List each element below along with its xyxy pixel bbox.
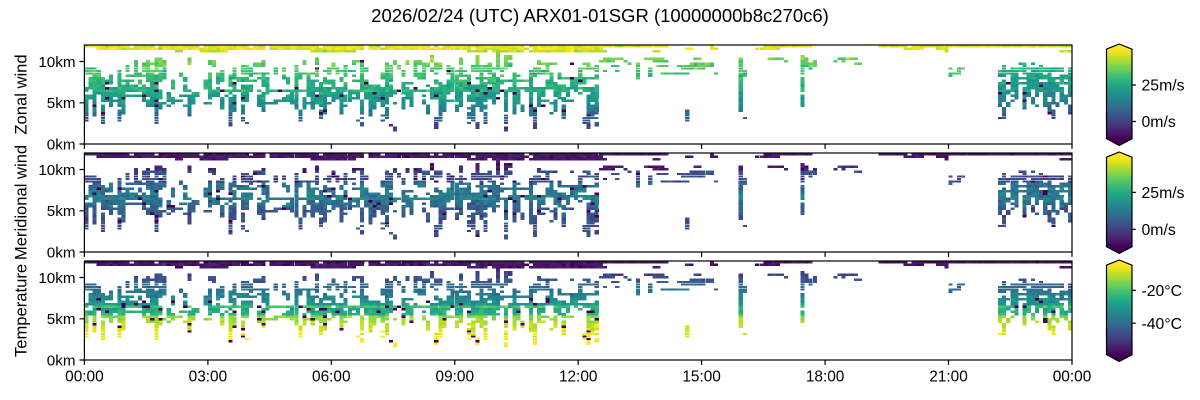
svg-text:Meridional wind: Meridional wind [11,145,30,260]
svg-text:0km: 0km [47,352,76,369]
svg-text:2026/02/24 (UTC) ARX01-01SGR (: 2026/02/24 (UTC) ARX01-01SGR (10000000b8… [371,5,829,26]
svg-text:18:00: 18:00 [806,369,845,386]
svg-text:Zonal wind: Zonal wind [11,54,30,134]
svg-text:-40°C: -40°C [1142,316,1183,333]
svg-text:10km: 10km [38,54,75,71]
svg-text:0km: 0km [47,244,76,261]
svg-text:5km: 5km [47,203,76,220]
svg-text:00:00: 00:00 [1053,369,1092,386]
svg-text:10km: 10km [38,162,75,179]
svg-text:10km: 10km [38,270,75,287]
svg-text:09:00: 09:00 [436,369,475,386]
svg-text:12:00: 12:00 [559,369,598,386]
svg-text:5km: 5km [47,311,76,328]
svg-text:21:00: 21:00 [929,369,968,386]
svg-text:00:00: 00:00 [65,369,104,386]
svg-text:25m/s: 25m/s [1142,185,1185,202]
svg-text:06:00: 06:00 [312,369,351,386]
svg-text:0m/s: 0m/s [1142,114,1176,131]
svg-text:25m/s: 25m/s [1142,78,1185,95]
svg-text:15:00: 15:00 [682,369,721,386]
svg-text:03:00: 03:00 [189,369,228,386]
svg-text:Temperature: Temperature [11,264,30,357]
svg-text:0m/s: 0m/s [1142,222,1176,239]
svg-text:0km: 0km [47,136,76,153]
svg-text:-20°C: -20°C [1142,283,1183,300]
svg-text:5km: 5km [47,95,76,112]
